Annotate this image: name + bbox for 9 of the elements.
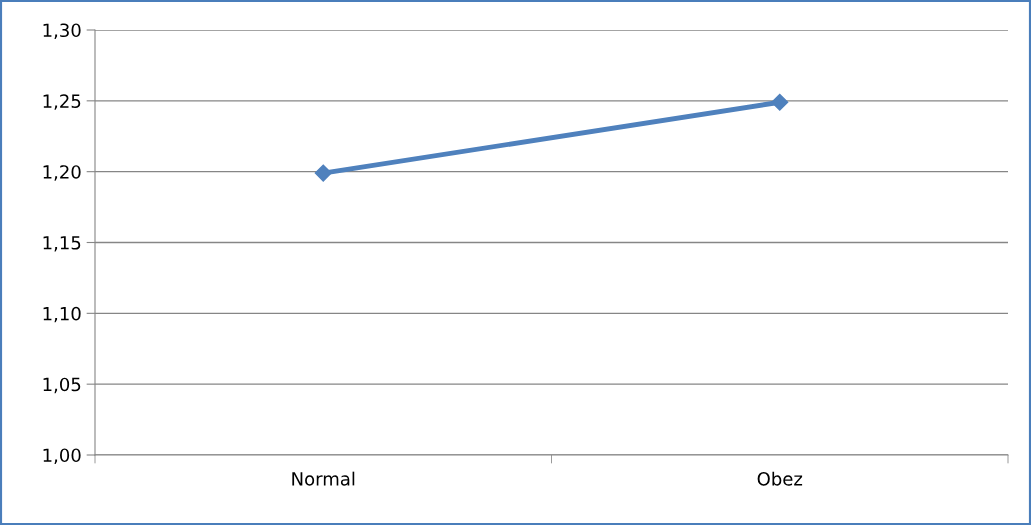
x-tick-label: Obez [757, 471, 803, 486]
y-tick-label: 1,05 [43, 377, 81, 394]
y-tick-label: 1,30 [43, 23, 81, 39]
y-tick-label: 1,25 [43, 94, 81, 110]
y-tick-label: 1,20 [43, 165, 81, 181]
y-tick-label: 1,00 [43, 448, 81, 464]
x-tick-label: Normal [292, 471, 355, 486]
y-tick-label: 1,10 [43, 306, 81, 323]
y-tick-label: 1,15 [43, 236, 81, 252]
